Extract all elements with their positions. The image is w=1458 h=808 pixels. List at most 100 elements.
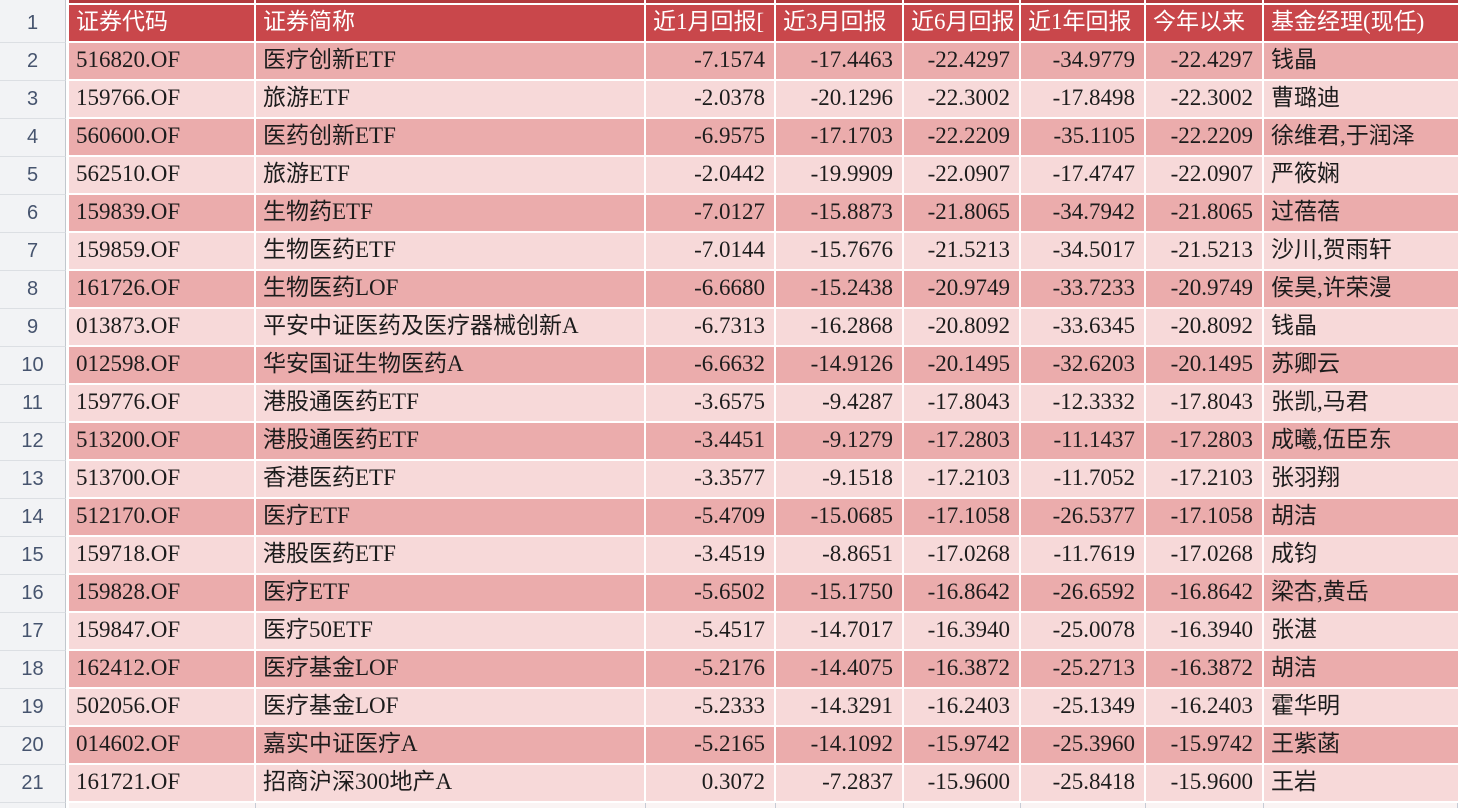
cell-return-3m[interactable]: -7.2837	[776, 765, 904, 803]
cell-return-ytd[interactable]: -16.3940	[1146, 613, 1264, 651]
cell-return-ytd[interactable]: -17.0268	[1146, 537, 1264, 575]
cell-return-6m[interactable]: -20.8092	[904, 309, 1021, 347]
cell-manager[interactable]: 徐维君,于润泽	[1264, 119, 1458, 157]
header-cell-return-ytd[interactable]: 今年以来	[1146, 5, 1264, 43]
cell-return-6m[interactable]: -17.8043	[904, 385, 1021, 423]
cell-manager[interactable]: 王紫菡	[1264, 727, 1458, 765]
cell-return-1y[interactable]: -12.3332	[1021, 385, 1146, 423]
cell-return-1y[interactable]: -25.1349	[1021, 689, 1146, 727]
cell-return-3m[interactable]: -14.7017	[776, 613, 904, 651]
cell-return-ytd[interactable]: -16.2403	[1146, 689, 1264, 727]
cell-manager[interactable]: 过蓓蓓	[1264, 195, 1458, 233]
cell-manager[interactable]: 严筱娴	[1264, 157, 1458, 195]
cell-code[interactable]: 516820.OF	[66, 43, 256, 81]
row-number[interactable]: 21	[0, 765, 66, 803]
cell-return-ytd[interactable]: -16.8642	[1146, 575, 1264, 613]
cell-code[interactable]: 159776.OF	[66, 385, 256, 423]
cell-return-1y[interactable]: -11.1437	[1021, 423, 1146, 461]
cell-return-1y[interactable]: -25.8418	[1021, 765, 1146, 803]
cell-return-3m[interactable]: -9.1518	[776, 461, 904, 499]
cell-name[interactable]: 医疗基金LOF	[256, 689, 646, 727]
row-number[interactable]: 16	[0, 575, 66, 613]
cell-return-6m[interactable]: -21.5213	[904, 233, 1021, 271]
cell-name[interactable]: 医疗ETF	[256, 575, 646, 613]
cell-name[interactable]: 旅游ETF	[256, 81, 646, 119]
cell-return-3m[interactable]: -15.2438	[776, 271, 904, 309]
cell-return-3m[interactable]: -14.3291	[776, 689, 904, 727]
cell-return-1m[interactable]: -3.4519	[646, 537, 776, 575]
cell-return-6m[interactable]: -17.2803	[904, 423, 1021, 461]
cell-name[interactable]: 华安国证生物医药A	[256, 347, 646, 385]
cell-return-1m[interactable]: -7.1574	[646, 43, 776, 81]
cell-code[interactable]: 513200.OF	[66, 423, 256, 461]
cell-manager[interactable]: 侯昊,许荣漫	[1264, 271, 1458, 309]
cell-return-1m[interactable]: -7.0144	[646, 233, 776, 271]
cell-manager[interactable]: 沙川,贺雨轩	[1264, 233, 1458, 271]
cell-manager[interactable]: 钱晶	[1264, 43, 1458, 81]
cell-return-3m[interactable]: -16.2868	[776, 309, 904, 347]
cell-manager[interactable]: 成曦,伍臣东	[1264, 423, 1458, 461]
cell-return-6m[interactable]: -20.9749	[904, 271, 1021, 309]
cell-return-1y[interactable]: -34.7942	[1021, 195, 1146, 233]
row-number[interactable]: 12	[0, 423, 66, 461]
cell-return-3m[interactable]: -17.1703	[776, 119, 904, 157]
row-number[interactable]: 14	[0, 499, 66, 537]
cell-return-1y[interactable]: -17.8498	[1021, 81, 1146, 119]
cell-return-1y[interactable]: -26.6592	[1021, 575, 1146, 613]
cell-return-ytd[interactable]: -22.3002	[1146, 81, 1264, 119]
header-cell-return-1y[interactable]: 近1年回报	[1021, 5, 1146, 43]
cell-return-1y[interactable]: -17.4747	[1021, 157, 1146, 195]
cell-return-1m[interactable]: -7.0127	[646, 195, 776, 233]
cell-return-1y[interactable]: -33.7233	[1021, 271, 1146, 309]
cell-return-6m[interactable]: -17.1058	[904, 499, 1021, 537]
cell-return-ytd[interactable]: -17.1058	[1146, 499, 1264, 537]
cell-name[interactable]: 嘉实中证医疗A	[256, 727, 646, 765]
cell-return-ytd[interactable]: -17.2103	[1146, 461, 1264, 499]
cell-manager[interactable]: 成钧	[1264, 537, 1458, 575]
cell-return-6m[interactable]: -16.2403	[904, 689, 1021, 727]
cell-name[interactable]: 医疗创新ETF	[256, 43, 646, 81]
cell-return-ytd[interactable]: -20.9749	[1146, 271, 1264, 309]
row-number[interactable]: 1	[0, 5, 66, 43]
cell-manager[interactable]: 张羽翔	[1264, 461, 1458, 499]
header-cell-return-3m[interactable]: 近3月回报	[776, 5, 904, 43]
cell-return-ytd[interactable]: -20.8092	[1146, 309, 1264, 347]
cell-return-1m[interactable]: 0.3072	[646, 765, 776, 803]
cell-return-1m[interactable]: -6.6632	[646, 347, 776, 385]
row-number[interactable]: 5	[0, 157, 66, 195]
cell-code[interactable]: 159718.OF	[66, 537, 256, 575]
cell-return-6m[interactable]: -22.0907	[904, 157, 1021, 195]
cell-code[interactable]: 159828.OF	[66, 575, 256, 613]
cell-return-3m[interactable]: -9.4287	[776, 385, 904, 423]
cell-return-6m[interactable]: -16.3940	[904, 613, 1021, 651]
cell-code[interactable]: 159847.OF	[66, 613, 256, 651]
cell-return-1m[interactable]: -5.2165	[646, 727, 776, 765]
cell-return-1m[interactable]: -5.2176	[646, 651, 776, 689]
cell-name[interactable]: 医药创新ETF	[256, 119, 646, 157]
cell-return-ytd[interactable]: -17.8043	[1146, 385, 1264, 423]
cell-return-ytd[interactable]: -15.9600	[1146, 765, 1264, 803]
row-number[interactable]: 7	[0, 233, 66, 271]
cell-return-1m[interactable]: -3.4451	[646, 423, 776, 461]
cell-code[interactable]: 161721.OF	[66, 765, 256, 803]
cell-return-1m[interactable]: -6.6680	[646, 271, 776, 309]
cell-code[interactable]: 502056.OF	[66, 689, 256, 727]
cell-name[interactable]: 生物医药LOF	[256, 271, 646, 309]
cell-code[interactable]: 562510.OF	[66, 157, 256, 195]
cell-name[interactable]: 生物医药ETF	[256, 233, 646, 271]
cell-return-1m[interactable]: -5.6502	[646, 575, 776, 613]
cell-return-6m[interactable]: -16.3872	[904, 651, 1021, 689]
row-number[interactable]: 20	[0, 727, 66, 765]
cell-name[interactable]: 平安中证医药及医疗器械创新A	[256, 309, 646, 347]
header-cell-manager[interactable]: 基金经理(现任)	[1264, 5, 1458, 43]
cell-return-1m[interactable]: -2.0442	[646, 157, 776, 195]
cell-return-1y[interactable]: -26.5377	[1021, 499, 1146, 537]
cell-name[interactable]: 香港医药ETF	[256, 461, 646, 499]
header-cell-name[interactable]: 证券简称	[256, 5, 646, 43]
cell-manager[interactable]: 王岩	[1264, 765, 1458, 803]
cell-name[interactable]: 招商沪深300地产A	[256, 765, 646, 803]
cell-code[interactable]: 560600.OF	[66, 119, 256, 157]
cell-return-3m[interactable]: -15.8873	[776, 195, 904, 233]
cell-return-6m[interactable]: -16.8642	[904, 575, 1021, 613]
cell-return-3m[interactable]: -15.0685	[776, 499, 904, 537]
